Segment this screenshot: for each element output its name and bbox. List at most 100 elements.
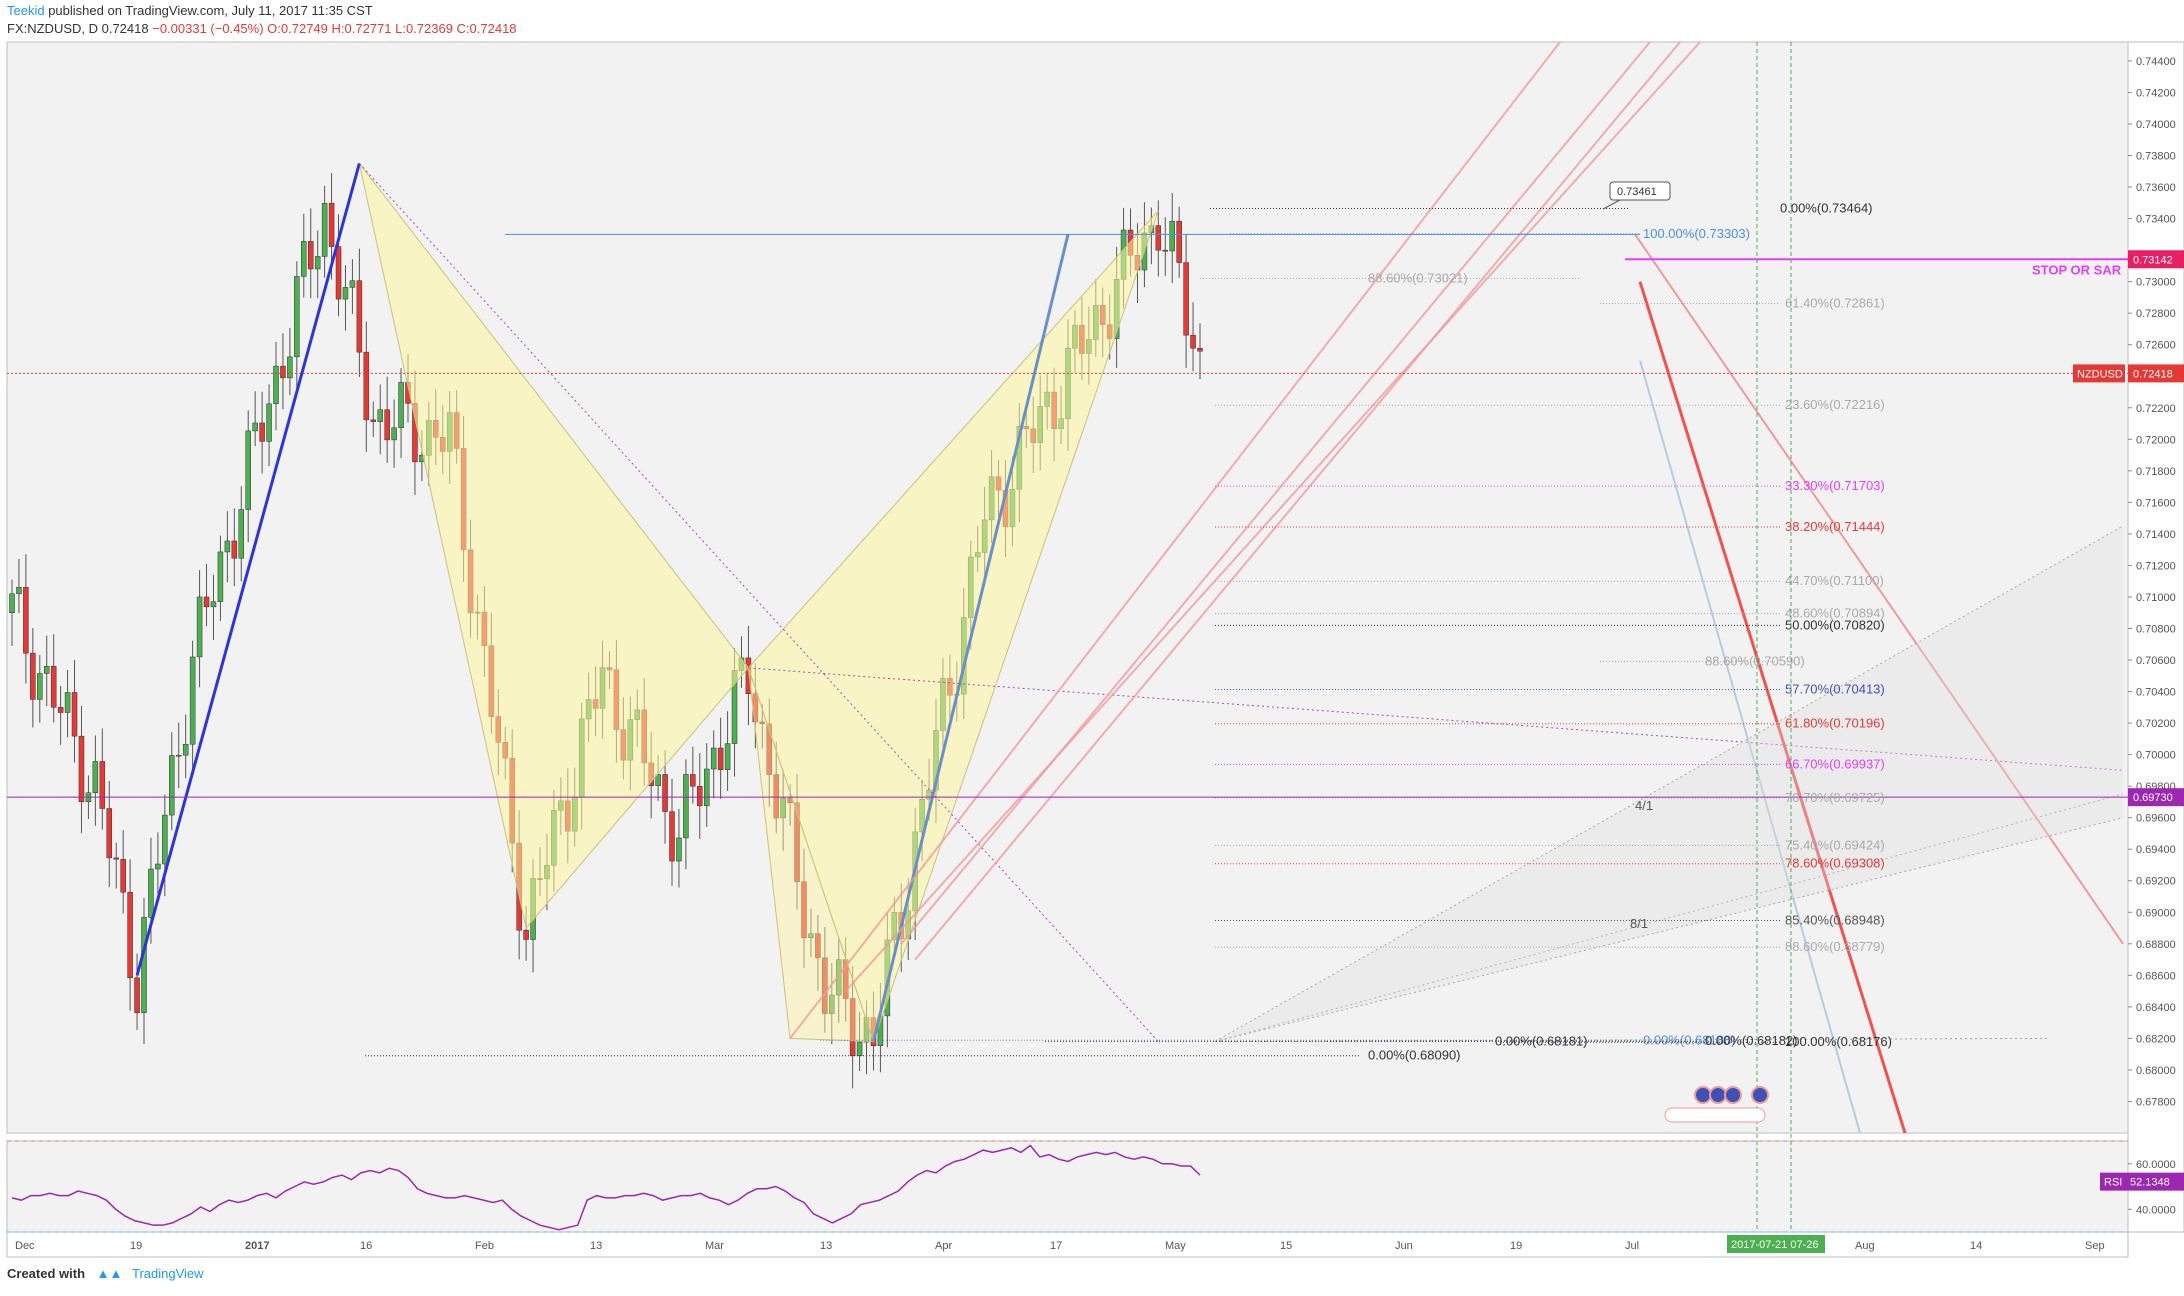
high-callout-pointer — [1602, 199, 1621, 210]
candle-down — [1190, 334, 1196, 349]
candle-down — [697, 785, 703, 807]
symbol-badge — [2073, 364, 2125, 383]
candle-up — [92, 761, 99, 793]
price-axis-label: 0.74000 — [2136, 119, 2176, 131]
candle-down — [23, 587, 29, 654]
time-axis-label: Mar — [705, 1240, 724, 1252]
price-axis-label: 0.72000 — [2136, 434, 2176, 446]
candle-down — [1197, 347, 1203, 352]
fib-level-label: 50.00%(0.70820) — [1785, 617, 1885, 632]
channel-line-pink — [914, 41, 1681, 961]
high-callout-box — [1609, 181, 1671, 201]
rsi-axis-label: 40.0000 — [2136, 1204, 2176, 1216]
candle-up — [252, 422, 258, 432]
time-axis-label: 17 — [1050, 1240, 1062, 1252]
gann-label-8-1: 8/1 — [1630, 916, 1648, 931]
rsi-value-label: 52.1348 — [2130, 1177, 2170, 1189]
candle-up — [182, 743, 189, 756]
price-pane-background — [6, 41, 2129, 1134]
candle-up — [64, 692, 71, 713]
candle-up — [224, 540, 231, 553]
fib-level-label: 88.60%(0.68779) — [1785, 939, 1885, 954]
tradingview-brand[interactable]: TradingView — [132, 1266, 204, 1281]
candle-down — [134, 977, 140, 1013]
event-flags-strip — [1664, 1107, 1766, 1123]
gann-fan-ray — [1214, 793, 2124, 1043]
candle-down — [127, 891, 133, 979]
time-axis-label: Jun — [1395, 1240, 1413, 1252]
candle-down — [669, 811, 675, 862]
candle-up — [189, 656, 196, 745]
price-axis-badge-label: 0.73142 — [2133, 254, 2173, 266]
price-axis-badge-label: 0.69730 — [2133, 792, 2173, 804]
stop-or-sar-label: STOP OR SAR — [2032, 262, 2122, 277]
candle-down — [363, 351, 370, 421]
candle-up — [856, 1041, 863, 1057]
fib-level-label: 0.00%(0.68182) — [1705, 1033, 1798, 1048]
fib-level-label: 100.00%(0.73303) — [1643, 226, 1750, 241]
ohlc-text: O:0.72749 H:0.72771 L:0.72369 C:0.72418 — [267, 21, 517, 36]
candle-up — [169, 755, 175, 816]
candle-down — [822, 957, 828, 1014]
fib-level-label: 33.30%(0.71703) — [1785, 478, 1885, 493]
rsi-name-label: RSI — [2104, 1177, 2122, 1189]
price-axis-label: 0.73800 — [2136, 151, 2176, 163]
fib-level-label: 100.00%(0.68176) — [1785, 1034, 1892, 1049]
price-axis-label: 0.71200 — [2136, 560, 2176, 572]
author-name[interactable]: Teekid — [7, 3, 45, 18]
projection-line-red — [1638, 281, 1907, 1134]
candle-up — [43, 666, 50, 674]
candle-up — [676, 837, 682, 862]
candle-up — [155, 863, 161, 870]
time-axis-label: 13 — [820, 1240, 832, 1252]
time-axis-label: Dec — [15, 1240, 35, 1252]
fib-level-label: 0.00%(0.73464) — [1780, 200, 1873, 215]
price-axis-label: 0.69000 — [2136, 907, 2176, 919]
published-text: published on TradingView.com, July 11, 2… — [48, 3, 373, 18]
candle-up — [37, 673, 43, 700]
candle-up — [238, 509, 245, 559]
header-line-1: Teekid published on TradingView.com, Jul… — [7, 3, 373, 18]
time-axis-label: Apr — [935, 1240, 952, 1252]
price-axis-label: 0.71400 — [2136, 529, 2176, 541]
symbol-line: FX:NZDUSD, D 0.72418 — [7, 21, 149, 36]
price-axis-label: 0.72200 — [2136, 403, 2176, 415]
candle-down — [307, 241, 314, 270]
channel-line-pink — [844, 41, 1701, 992]
candle-down — [662, 774, 668, 812]
candle-up — [273, 365, 279, 405]
rsi-value-badge — [2100, 1172, 2184, 1191]
price-axis-label: 0.74400 — [2136, 56, 2176, 68]
candle-down — [1162, 249, 1169, 252]
candle-down — [231, 540, 238, 559]
candle-down — [1183, 262, 1189, 336]
price-axis-label: 0.71800 — [2136, 466, 2176, 478]
candle-down — [57, 707, 64, 713]
time-axis-label: 2017 — [245, 1240, 269, 1252]
candle-down — [759, 721, 766, 725]
candle-up — [287, 356, 293, 379]
candle-down — [71, 692, 78, 737]
candle-down — [690, 774, 696, 787]
time-axis-label: Sep — [2085, 1240, 2105, 1252]
high-callout-label: 0.73461 — [1617, 186, 1657, 198]
candle-up — [710, 747, 717, 770]
price-axis-label: 0.68800 — [2136, 939, 2176, 951]
header-line-2: FX:NZDUSD, D 0.72418 −0.00331 (−0.45%) O… — [7, 21, 517, 36]
candle-up — [217, 551, 224, 602]
candle-up — [349, 280, 356, 288]
fib-level-label: 61.40%(0.72861) — [1785, 296, 1885, 311]
candle-down — [113, 857, 119, 860]
fib-level-label: 57.70%(0.70413) — [1785, 682, 1885, 697]
price-axis-label: 0.68600 — [2136, 970, 2176, 982]
candle-down — [849, 998, 856, 1057]
time-axis-label: Aug — [1855, 1240, 1875, 1252]
price-axis-badge-label: 0.72418 — [2133, 368, 2173, 380]
price-axis-label: 0.68200 — [2136, 1033, 2176, 1045]
price-axis-badge — [2128, 250, 2184, 269]
tradingview-logo-icon: ▲▲ — [96, 1266, 123, 1281]
candle-up — [301, 241, 307, 277]
projection-line-lightblue — [1639, 360, 1861, 1134]
fib-level-label: 23.60%(0.72216) — [1785, 397, 1885, 412]
